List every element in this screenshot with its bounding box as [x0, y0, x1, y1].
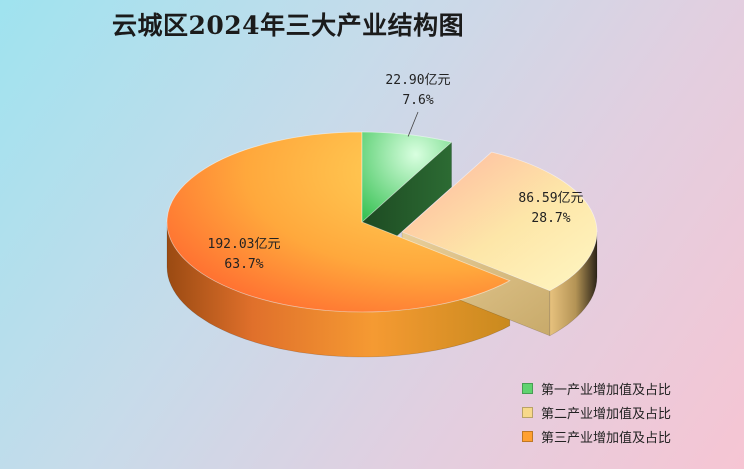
data-label-value-secondary: 86.59亿元	[518, 191, 583, 206]
pie-slice-secondary	[401, 151, 598, 292]
data-label-value-tertiary: 192.03亿元	[208, 237, 281, 252]
data-label-percent-primary: 7.6%	[402, 93, 433, 108]
chart-title: 云城区2024年三大产业结构图	[112, 11, 465, 40]
legend-label-secondary: 第二产业增加值及占比	[541, 406, 672, 422]
pie-slice-primary	[361, 131, 453, 223]
legend-item-tertiary: 第三产业增加值及占比	[522, 424, 671, 448]
data-label-percent-secondary: 28.7%	[531, 211, 570, 226]
legend-item-primary: 第一产业增加值及占比	[522, 376, 671, 400]
legend-item-secondary: 第二产业增加值及占比	[522, 400, 671, 424]
legend-swatch-tertiary	[522, 430, 533, 442]
legend-swatch-primary	[522, 382, 533, 394]
legend-swatch-secondary	[522, 406, 533, 418]
pie-slice-tertiary	[166, 131, 511, 313]
legend-label-primary: 第一产业增加值及占比	[541, 382, 672, 398]
data-label-value-primary: 22.90亿元	[385, 73, 450, 88]
data-label-percent-tertiary: 63.7%	[224, 257, 263, 272]
legend: 第一产业增加值及占比 第二产业增加值及占比 第三产业增加值及占比	[522, 376, 671, 448]
legend-label-tertiary: 第三产业增加值及占比	[541, 430, 672, 446]
leader-line-primary	[407, 111, 419, 137]
